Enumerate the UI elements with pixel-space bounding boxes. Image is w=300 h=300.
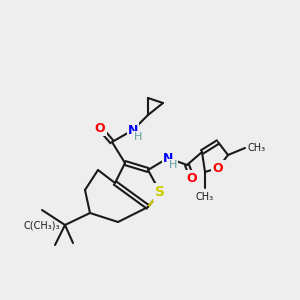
Text: O: O: [187, 172, 197, 184]
Text: C(CH₃)₃: C(CH₃)₃: [23, 220, 60, 230]
Text: N: N: [163, 152, 173, 164]
Text: H: H: [134, 132, 142, 142]
Text: CH₃: CH₃: [248, 143, 266, 153]
Text: N: N: [128, 124, 138, 136]
Text: CH₃: CH₃: [196, 192, 214, 202]
Text: O: O: [95, 122, 105, 134]
Text: S: S: [155, 185, 165, 199]
Text: O: O: [213, 161, 223, 175]
Text: H: H: [169, 160, 177, 170]
